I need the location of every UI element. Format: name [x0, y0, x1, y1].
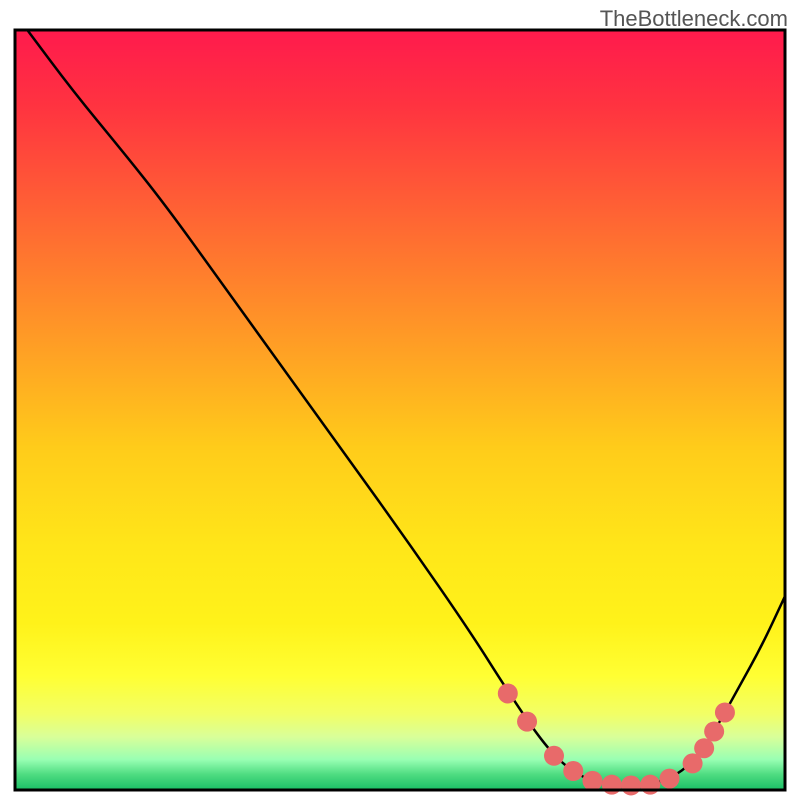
curve-marker	[517, 712, 537, 732]
chart-container: TheBottleneck.com	[0, 0, 800, 800]
curve-marker	[583, 771, 603, 791]
bottleneck-chart	[0, 0, 800, 800]
watermark-text: TheBottleneck.com	[600, 6, 788, 32]
curve-marker	[694, 738, 714, 758]
curve-marker	[660, 769, 680, 789]
curve-marker	[640, 775, 660, 795]
curve-marker	[715, 702, 735, 722]
curve-marker	[544, 746, 564, 766]
curve-marker	[602, 775, 622, 795]
chart-background	[15, 30, 785, 790]
curve-marker	[498, 683, 518, 703]
curve-marker	[704, 721, 724, 741]
curve-marker	[621, 775, 641, 795]
curve-marker	[563, 761, 583, 781]
